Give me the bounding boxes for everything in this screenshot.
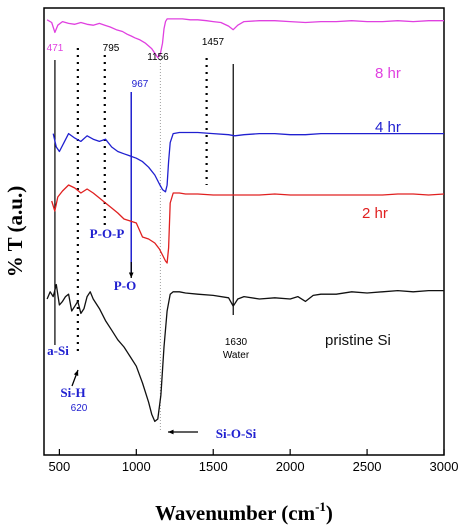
annotation-arrowhead — [168, 429, 174, 435]
series-line-pristine-si — [46, 283, 444, 423]
series-label-8hr: 8 hr — [375, 65, 401, 82]
plot-area: 500 1000 1500 2000 2500 3000 — [43, 7, 459, 474]
x-axis-title: Wavenumber (cm-1) — [155, 499, 333, 525]
annotation-label: 1156 — [147, 52, 169, 63]
x-axis-ticks: 500 1000 1500 2000 2500 3000 — [49, 449, 459, 474]
annotation-label: 1630 — [225, 337, 248, 348]
y-axis-title: % T (a.u.) — [3, 186, 27, 277]
guide-lines — [54, 48, 234, 430]
annotation-label: Water — [223, 350, 250, 361]
series-labels: 8 hr 4 hr 2 hr pristine Si — [325, 65, 401, 349]
x-tick-label: 2500 — [353, 459, 382, 474]
annotation-arrowhead — [128, 272, 134, 278]
series-line-2hr — [51, 184, 445, 264]
annotation-label: Si-O-Si — [216, 426, 257, 441]
plot-frame — [43, 7, 445, 456]
annotation-label: 471 — [47, 43, 64, 54]
x-tick-label: 3000 — [430, 459, 459, 474]
x-tick-label: 1000 — [122, 459, 151, 474]
annotation-label: P-O — [114, 278, 136, 293]
annotation-label: 795 — [103, 43, 120, 54]
annotation-arrowhead — [73, 370, 79, 376]
series-label-2hr: 2 hr — [362, 205, 388, 222]
x-tick-label: 500 — [49, 459, 71, 474]
x-tick-label: 1500 — [199, 459, 228, 474]
annotation-label: 620 — [71, 403, 88, 414]
series-label-pristine-si: pristine Si — [325, 332, 391, 349]
annotation-label: a-Si — [47, 343, 69, 358]
series-label-4hr: 4 hr — [375, 119, 401, 136]
annotation-label: Si-H — [60, 385, 85, 400]
annotation-label: P-O-P — [90, 226, 125, 241]
annotations: 471 795 967 1156 1457 1630 Water P-O-P P-O a-Si Si… — [47, 37, 257, 441]
series-lines — [46, 18, 445, 423]
series-line-4hr — [52, 131, 444, 193]
annotation-label: 1457 — [202, 37, 225, 48]
series-line-8hr — [46, 18, 444, 59]
annotation-label: 967 — [132, 79, 149, 90]
x-tick-label: 2000 — [276, 459, 305, 474]
